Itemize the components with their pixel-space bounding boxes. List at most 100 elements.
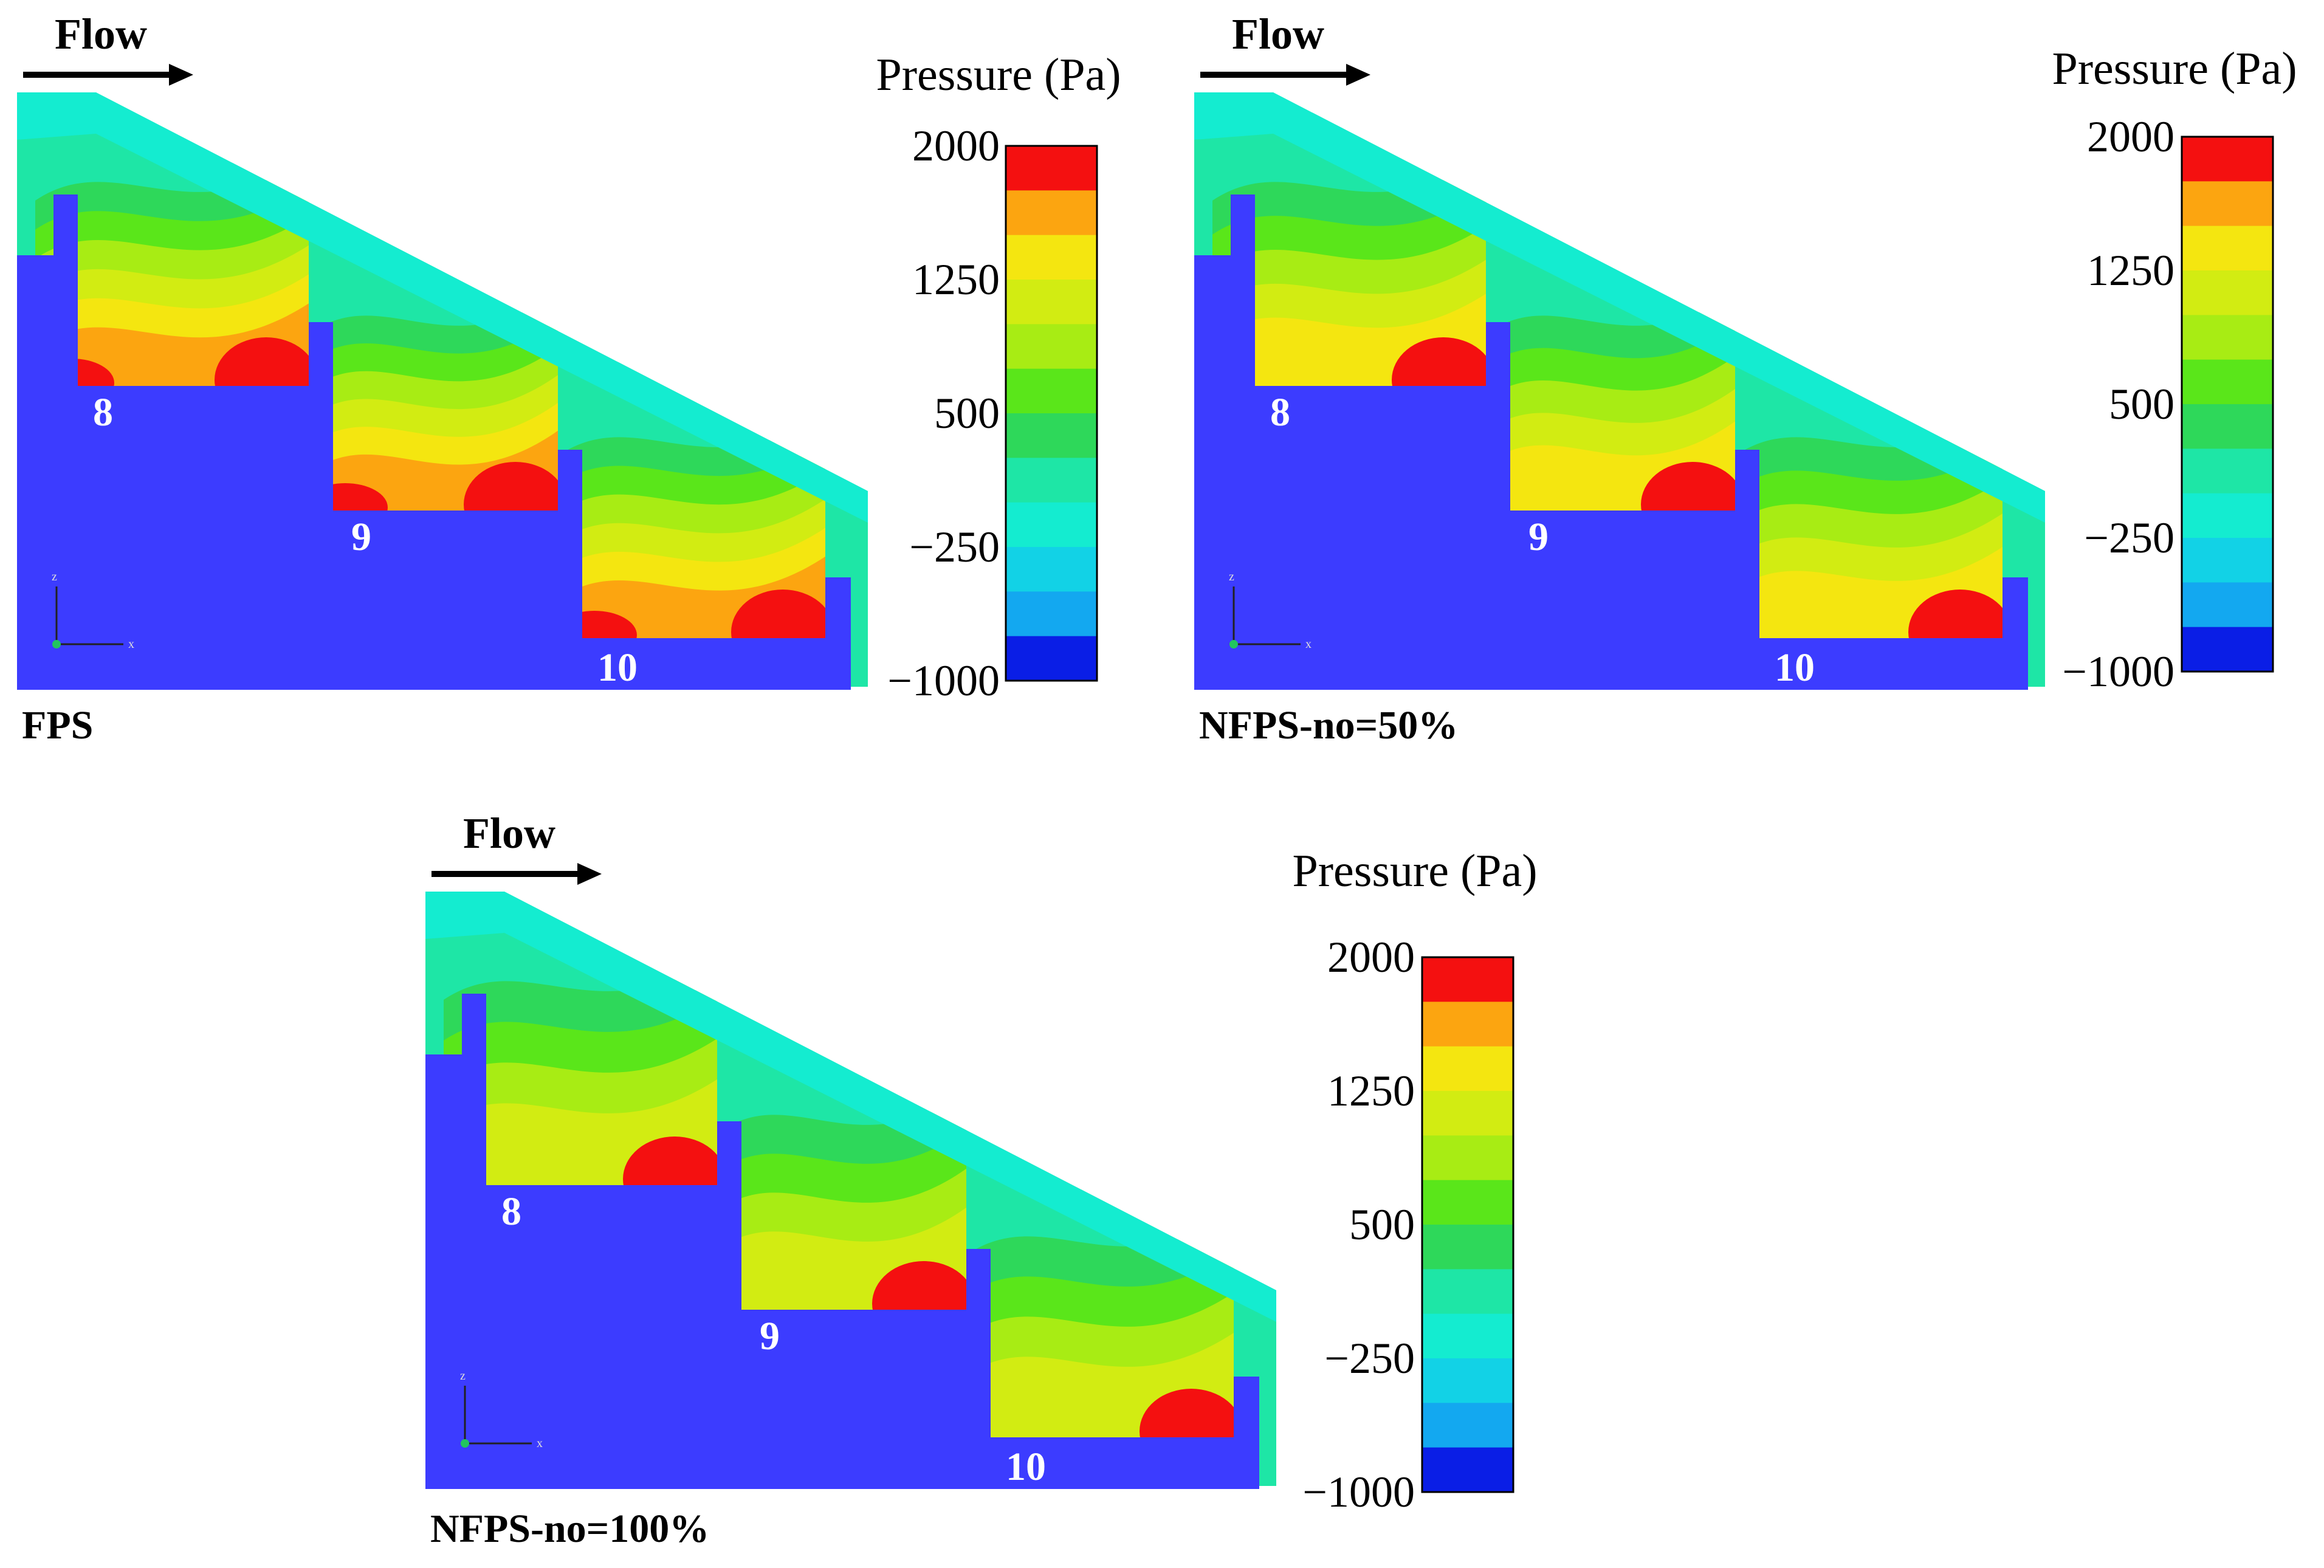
axis-origin [461,1439,469,1448]
step-label-8: 8 [93,390,113,435]
colorbar-swatch [2182,225,2273,271]
colorbar-swatch [1006,324,1097,370]
colorbar [1421,956,1514,1493]
flow-label: Flow [55,10,147,58]
legend-tick: 1250 [1327,1067,1415,1115]
colorbar-swatch [1006,190,1097,236]
colorbar [1005,145,1098,682]
panel-caption: NFPS-no=50% [1199,703,1458,748]
legend-tick: 1250 [2087,246,2174,295]
colorbar-swatch [1422,1180,1513,1225]
colorbar-swatch [1422,1091,1513,1136]
legend-tick: 500 [2109,380,2174,428]
colorbar-swatch [2182,627,2273,672]
colorbar-swatch [2182,315,2273,360]
x-label: x [128,638,134,651]
colorbar-swatch [1422,1135,1513,1181]
colorbar-swatch [1006,636,1097,681]
legend-tick: −1000 [1302,1468,1415,1516]
axis-origin [1229,640,1238,648]
colorbar-swatch [1006,547,1097,593]
step-solid [425,994,1259,1489]
x-label: x [1305,638,1312,651]
colorbar-swatch [1422,1447,1513,1493]
step-label-8: 8 [1270,390,1290,435]
step-label-9: 9 [351,515,371,559]
step-label-10: 10 [1006,1445,1046,1489]
colorbar-swatch [1006,458,1097,503]
colorbar [2181,136,2274,673]
legend-tick: −250 [1324,1334,1415,1383]
legend-tick: 500 [1349,1200,1415,1249]
legend-title: Pressure (Pa) [876,49,1121,100]
colorbar-frame [1421,956,1514,1493]
free-surface-band [425,892,1276,1322]
step-label-10: 10 [1775,645,1815,690]
colorbar-frame [1005,145,1098,682]
colorbar-swatch [1006,413,1097,459]
colorbar-swatch [1006,280,1097,325]
legend-title: Pressure (Pa) [2052,43,2297,94]
colorbar-swatch [1006,368,1097,414]
flow-arrow-head [577,863,602,885]
step-label-9: 9 [1528,515,1549,559]
colorbar-swatch [2182,404,2273,450]
z-label: z [1229,570,1234,583]
legend-tick: 2000 [1327,933,1415,982]
colorbar-swatch [2182,181,2273,227]
axis-triad: zx [460,1369,543,1450]
legend-tick: −1000 [2062,647,2174,696]
colorbar-swatch [1422,1046,1513,1092]
colorbar-swatch [1422,1002,1513,1047]
colorbar-swatch [1006,502,1097,548]
colorbar-swatch [2182,137,2273,182]
legend-tick: 2000 [2087,112,2174,161]
colorbar-swatch [1006,146,1097,191]
free-surface-band [1194,92,2045,523]
colorbar-swatch [1422,1269,1513,1315]
step-solid [17,194,851,690]
colorbar-swatch [2182,582,2273,628]
colorbar-swatch [1006,235,1097,280]
legend-tick: 2000 [912,122,1000,170]
panel-caption: NFPS-no=100% [430,1507,709,1551]
legend-tick: −250 [2084,514,2174,562]
z-label: z [460,1369,466,1383]
colorbar-swatch [1422,1403,1513,1448]
legend-tick: −250 [909,523,1000,571]
colorbar-frame [2181,136,2274,673]
flow-label: Flow [1232,10,1324,58]
legend-tick: −1000 [887,656,1000,705]
colorbar-swatch [2182,359,2273,405]
colorbar-swatch [2182,270,2273,316]
colorbar-swatch [2182,538,2273,583]
colorbar-swatch [1422,957,1513,1003]
colorbar-swatch [2182,449,2273,494]
legend-title: Pressure (Pa) [1292,845,1537,896]
colorbar-swatch [1422,1313,1513,1359]
step-solid [1194,194,2028,690]
colorbar-swatch [2182,493,2273,538]
axis-triad: zx [52,570,134,651]
legend-tick: 1250 [912,255,1000,304]
step-label-10: 10 [597,645,638,690]
step-label-9: 9 [760,1314,780,1358]
colorbar-swatch [1422,1225,1513,1270]
colorbar-swatch [1422,1358,1513,1404]
flow-arrow-head [1346,64,1370,86]
legend-tick: 500 [934,389,1000,438]
free-surface-band [17,92,868,523]
panel-caption: FPS [22,703,93,748]
axis-origin [52,640,61,648]
x-label: x [537,1437,543,1450]
z-label: z [52,570,57,583]
flow-arrow-head [169,64,193,86]
colorbar-swatch [1006,591,1097,637]
axis-triad: zx [1229,570,1312,651]
flow-label: Flow [463,809,555,858]
step-label-8: 8 [501,1189,521,1234]
